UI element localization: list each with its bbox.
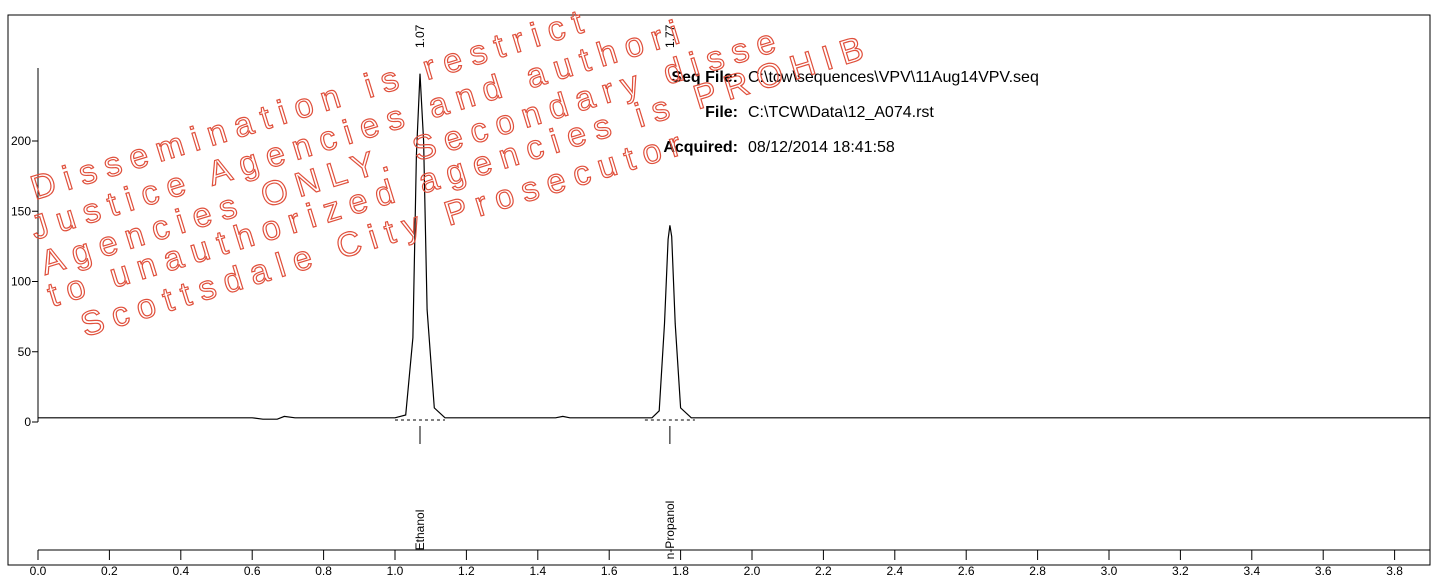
- peak-time: 1.07: [413, 24, 427, 48]
- peak-time: 1.77: [663, 24, 677, 48]
- info-text: 08/12/2014 18:41:58: [748, 139, 895, 156]
- info-key: File:: [705, 104, 738, 121]
- peak-name: Ethanol: [413, 510, 427, 551]
- x-tick-label: 3.8: [1386, 564, 1403, 578]
- y-tick-label: 0: [24, 415, 31, 429]
- y-tick-label: 50: [18, 345, 32, 359]
- x-tick-label: 1.6: [601, 564, 618, 578]
- info-key: Seq File:: [671, 69, 738, 86]
- x-tick-label: 3.2: [1172, 564, 1189, 578]
- info-text: C:\tcw\sequences\VPV\11Aug14VPV.seq: [748, 69, 1039, 86]
- peak-name: n-Propanol: [663, 501, 677, 560]
- x-tick-label: 2.0: [744, 564, 761, 578]
- x-tick-label: 2.6: [958, 564, 975, 578]
- frame: [7, 14, 1431, 566]
- x-tick-label: 2.4: [886, 564, 903, 578]
- trace: [38, 73, 1431, 420]
- x-tick-label: 0.8: [315, 564, 332, 578]
- x-tick-label: 1.2: [458, 564, 475, 578]
- y-tick-label: 100: [11, 275, 31, 289]
- x-tick-label: 2.2: [815, 564, 832, 578]
- x-tick-label: 0.4: [172, 564, 189, 578]
- x-tick-label: 1.8: [672, 564, 689, 578]
- y-tick-label: 150: [11, 204, 31, 218]
- x-tick-label: 0.6: [244, 564, 261, 578]
- x-tick-label: 3.0: [1101, 564, 1118, 578]
- x-tick-label: 0.0: [30, 564, 47, 578]
- x-tick-label: 0.2: [101, 564, 118, 578]
- info-key: Acquired:: [663, 139, 738, 156]
- x-tick-label: 1.4: [529, 564, 546, 578]
- x-tick-label: 2.8: [1029, 564, 1046, 578]
- x-tick-label: 3.6: [1315, 564, 1332, 578]
- info-text: C:\TCW\Data\12_A074.rst: [748, 104, 934, 121]
- x-tick-label: 3.4: [1243, 564, 1260, 578]
- y-tick-label: 200: [11, 134, 31, 148]
- x-tick-label: 1.0: [387, 564, 404, 578]
